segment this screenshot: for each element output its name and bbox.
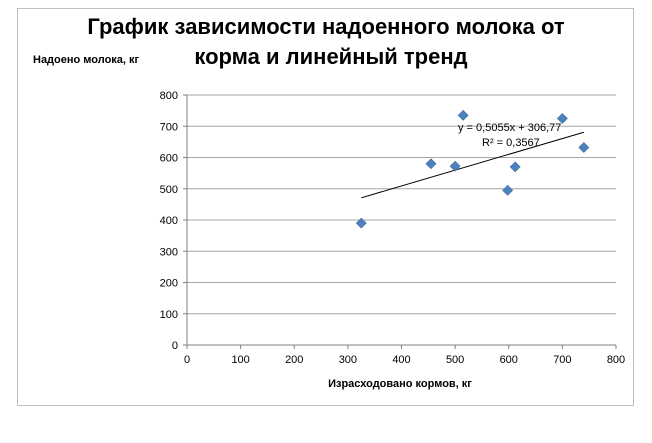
data-point — [502, 184, 514, 196]
x-tick-label: 300 — [339, 354, 357, 366]
x-tick-label: 800 — [607, 354, 625, 366]
y-tick-label: 0 — [172, 340, 178, 352]
chart-title: График зависимости надоенного молока от … — [0, 12, 652, 72]
y-tick-label: 300 — [160, 246, 178, 258]
data-point — [449, 160, 461, 172]
y-tick-label: 700 — [160, 121, 178, 133]
data-point — [457, 109, 469, 121]
y-tick-label: 200 — [160, 278, 178, 290]
y-tick-label: 400 — [160, 215, 178, 227]
chart-title-line-2: корма и линейный тренд — [194, 44, 468, 69]
x-tick-label: 600 — [500, 354, 518, 366]
x-tick-label: 400 — [392, 354, 410, 366]
data-point — [556, 113, 568, 124]
trendline-equation: y = 0,5055x + 306,77 — [458, 122, 561, 134]
y-tick-label: 600 — [160, 153, 178, 165]
data-point — [425, 158, 437, 170]
chart-title-line-1: График зависимости надоенного молока от — [87, 14, 565, 39]
y-tick-label: 100 — [160, 309, 178, 321]
y-axis-label: Надоено молока, кг — [33, 54, 140, 66]
data-point — [578, 142, 590, 153]
x-tick-label: 200 — [285, 354, 303, 366]
x-tick-label: 700 — [553, 354, 571, 366]
trendline-r-squared: R² = 0,3567 — [482, 137, 540, 149]
data-point — [355, 217, 367, 229]
trendline — [361, 131, 584, 199]
y-tick-label: 800 — [160, 90, 178, 102]
x-tick-label: 0 — [184, 354, 190, 366]
x-tick-label: 100 — [231, 354, 249, 366]
data-point — [509, 161, 521, 173]
x-tick-label: 500 — [446, 354, 464, 366]
chart-frame — [17, 8, 634, 406]
x-axis-label: Израсходовано кормов, кг — [328, 378, 472, 390]
y-tick-label: 500 — [160, 184, 178, 196]
